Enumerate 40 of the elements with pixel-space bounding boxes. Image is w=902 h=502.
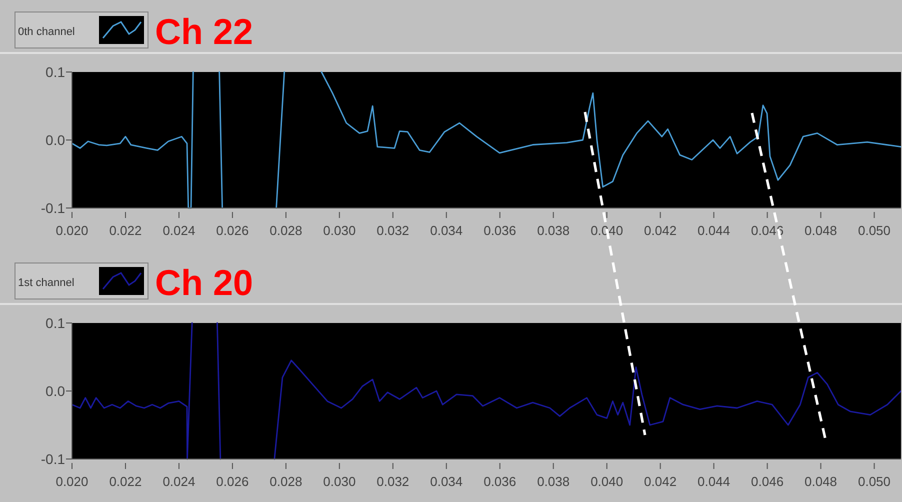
x-tick-label: 0.044 [698,223,730,238]
x-tick-label: 0.030 [323,474,356,489]
x-tick-label: 0.028 [270,474,302,489]
chart-title: Ch 20 [155,262,254,303]
y-tick-label: -0.1 [40,451,66,467]
x-tick-label: 0.038 [537,474,570,489]
text: 0th channel [18,26,75,38]
x-tick-label: 0.046 [751,474,784,489]
y-tick-label: 0.0 [46,383,66,399]
x-tick-label: 0.032 [376,223,410,238]
x-tick-label: 0.042 [644,474,677,489]
x-tick-label: 0.044 [698,474,730,489]
x-tick-label: 0.040 [590,474,624,489]
x-tick-label: 0.022 [109,474,142,489]
text: 1st channel [18,277,74,289]
x-tick-label: 0.022 [109,223,142,238]
y-tick-label: -0.1 [40,200,66,216]
x-tick-label: 0.042 [644,223,677,238]
x-tick-label: 0.026 [216,223,249,238]
x-tick-label: 0.036 [484,223,516,238]
x-tick-label: 0.024 [162,223,196,238]
x-tick-label: 0.032 [376,474,410,489]
x-tick-label: 0.028 [270,223,302,238]
x-tick-label: 0.034 [430,474,463,489]
x-tick-label: 0.048 [804,223,838,238]
x-tick-label: 0.030 [323,223,356,238]
x-tick-label: 0.026 [216,474,249,489]
y-tick-label: 0.1 [46,315,66,331]
x-tick-label: 0.024 [162,474,196,489]
x-tick-label: 0.048 [804,474,838,489]
x-tick-label: 0.038 [537,223,570,238]
x-tick-label: 0.020 [56,474,88,489]
x-tick-label: 0.036 [484,474,516,489]
x-tick-label: 0.050 [858,223,891,238]
x-tick-label: 0.034 [430,223,463,238]
x-tick-label: 0.050 [858,474,891,489]
y-tick-label: 0.1 [46,64,66,80]
x-tick-label: 0.020 [56,223,88,238]
chart-title: Ch 22 [155,11,254,52]
y-tick-label: 0.0 [46,132,66,148]
